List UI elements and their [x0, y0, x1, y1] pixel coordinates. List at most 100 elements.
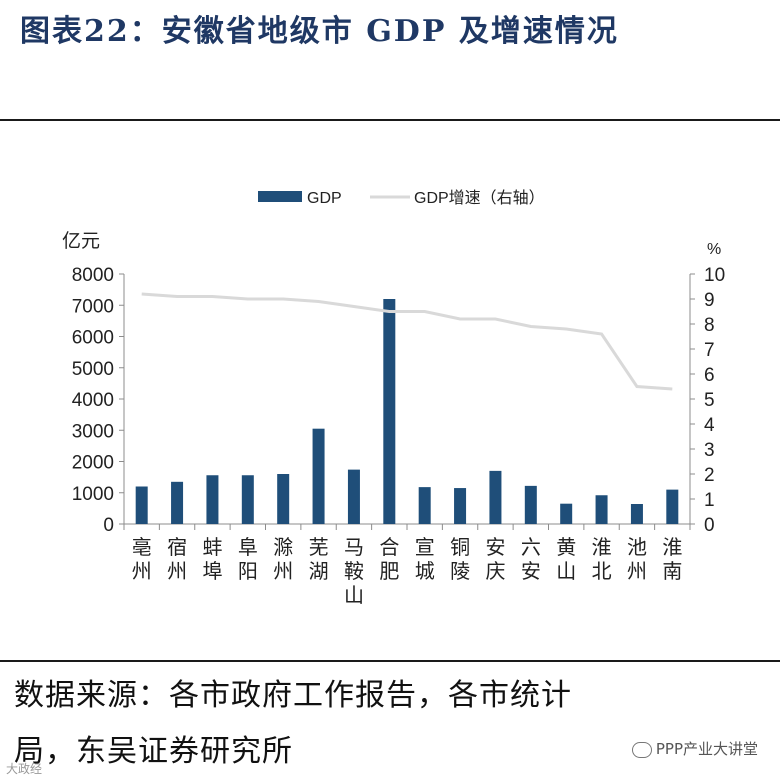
bottom-divider: [0, 660, 780, 662]
city-label-char: 宣: [415, 536, 435, 559]
city-label-char: 北: [592, 560, 612, 583]
chart-axes: 亿元 % 0 1000 2000 3000 4000 5000 6000 7000 8000 0 1 2 3…: [62, 230, 725, 536]
gdp-bar: [418, 487, 431, 524]
city-label-char: 亳: [132, 536, 152, 559]
city-label-char: 城: [415, 560, 435, 583]
gdp-bar: [489, 470, 502, 524]
city-label-char: 州: [132, 561, 152, 583]
city-label-char: 安: [521, 560, 541, 583]
gdp-bar: [454, 488, 467, 524]
city-label-char: 铜: [450, 536, 470, 559]
city-label: 淮南: [662, 536, 682, 583]
city-label: 亳州: [132, 536, 152, 583]
gdp-bar: [135, 486, 148, 524]
city-label: 淮北: [592, 536, 612, 583]
y-tick-label-right: 6: [704, 365, 715, 386]
y-tick-label-right: 1: [704, 490, 715, 511]
y-tick-label-left: 1000: [72, 484, 114, 505]
y-tick-label-right: 2: [704, 465, 715, 486]
gdp-bar: [560, 503, 573, 524]
city-label-char: 山: [344, 584, 364, 607]
city-label: 安庆: [485, 536, 505, 583]
wechat-icon: [631, 741, 652, 758]
city-label: 阜阳: [238, 536, 258, 583]
gdp-chart: GDP GDP增速（右轴） 亿元 % 0 1000 2000 3000 4000 5000 600…: [62, 189, 725, 607]
city-label-char: 蚌: [202, 536, 222, 559]
y-tick-label-right: 4: [704, 415, 715, 436]
chart-legend: GDP GDP增速（右轴）: [258, 189, 545, 207]
city-label: 马鞍山: [344, 537, 364, 607]
city-label-char: 芜: [309, 536, 329, 559]
wechat-watermark: PPP产业大讲堂: [631, 738, 758, 759]
y-tick-label-left: 3000: [72, 421, 114, 442]
city-label-char: 鞍: [344, 560, 364, 583]
y-tick-label-right: 8: [704, 315, 715, 336]
source-line-1: 数据来源：各市政府工作报告，各市统计: [14, 678, 572, 713]
city-label-char: 南: [662, 560, 682, 583]
city-label-char: 阳: [238, 560, 258, 583]
growth-line: [141, 292, 673, 391]
y-tick-label-left: 2000: [72, 453, 114, 474]
gdp-bar: [241, 475, 254, 524]
city-label-char: 马: [344, 537, 364, 559]
figure-title: 图表22：安徽省地级市 GDP 及增速情况: [20, 14, 619, 49]
city-label: 池州: [627, 536, 647, 583]
city-label-char: 湖: [309, 560, 329, 583]
y-tick-label-right: 5: [704, 390, 715, 411]
gdp-bar: [171, 481, 184, 524]
y-tick-label-left: 6000: [72, 328, 114, 349]
city-label-char: 宿: [167, 536, 187, 559]
top-divider: [0, 119, 780, 121]
legend-growth-label: GDP增速（右轴）: [414, 189, 545, 207]
y-axis-unit-left: 亿元: [62, 230, 100, 252]
city-label: 宿州: [167, 536, 187, 583]
city-label-char: 庆: [485, 560, 505, 583]
city-label-char: 州: [627, 561, 647, 583]
gdp-bar: [383, 299, 396, 524]
y-axis-unit-right: %: [707, 241, 721, 258]
gdp-bar: [347, 469, 360, 524]
city-label: 合肥: [379, 536, 399, 583]
gdp-bar: [206, 475, 219, 524]
city-label: 六安: [521, 536, 541, 583]
city-label: 铜陵: [450, 536, 470, 583]
city-label-char: 阜: [238, 536, 258, 559]
city-label-char: 陵: [450, 560, 470, 583]
city-label: 宣城: [415, 536, 435, 583]
city-label-char: 安: [485, 536, 505, 559]
city-label-char: 肥: [379, 561, 399, 583]
y-tick-label-right: 10: [704, 265, 725, 286]
corner-watermark: 大政经: [6, 762, 43, 776]
gdp-bar: [524, 485, 537, 524]
legend-gdp-label: GDP: [307, 190, 342, 207]
gdp-bar: [595, 495, 608, 524]
gdp-bar: [277, 474, 290, 524]
legend-gdp-swatch: [258, 191, 302, 202]
city-label-char: 州: [167, 561, 187, 583]
city-label-char: 合: [379, 536, 399, 559]
y-tick-label-right: 0: [704, 515, 715, 536]
city-label-char: 滁: [273, 536, 293, 559]
gdp-bars: [135, 299, 679, 524]
y-tick-label-right: 3: [704, 440, 715, 461]
city-label-char: 山: [556, 560, 576, 583]
city-label: 滁州: [273, 536, 293, 583]
city-label-char: 黄: [556, 536, 576, 559]
gdp-bar: [666, 489, 679, 524]
city-label: 芜湖: [309, 536, 329, 583]
city-label: 蚌埠: [202, 536, 222, 583]
y-tick-label-left: 0: [103, 515, 114, 536]
y-tick-label-left: 8000: [72, 265, 114, 286]
growth-series-line: [141, 292, 673, 391]
city-label-char: 六: [521, 536, 541, 559]
y-tick-label-left: 4000: [72, 390, 114, 411]
gdp-bar: [312, 428, 325, 524]
source-line-2: 局，东吴证券研究所: [14, 734, 293, 769]
y-tick-label-left: 7000: [72, 296, 114, 317]
city-label: 黄山: [556, 536, 576, 583]
data-source-note: 数据来源：各市政府工作报告，各市统计 局，东吴证券研究所: [14, 668, 754, 780]
city-label-char: 淮: [662, 536, 682, 559]
city-label-char: 埠: [202, 560, 222, 583]
y-tick-label-left: 5000: [72, 359, 114, 380]
